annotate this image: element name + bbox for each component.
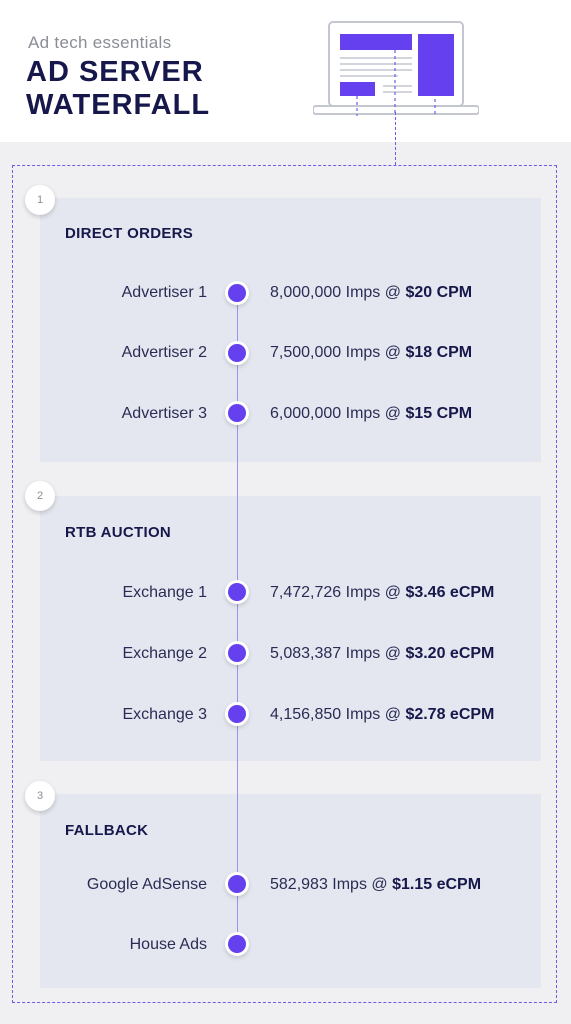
- row-label: House Ads: [129, 936, 207, 953]
- row-price: $18 CPM: [405, 344, 473, 361]
- timeline-dot: [228, 344, 246, 362]
- row-label: Google AdSense: [86, 876, 207, 893]
- laptop-icon: [313, 21, 479, 116]
- row-imps: 4,156,850 Imps @: [270, 706, 401, 723]
- row-imps: 7,500,000 Imps @: [270, 344, 401, 361]
- row-price: $15 CPM: [405, 405, 473, 422]
- row-label: Advertiser 1: [121, 284, 207, 301]
- timeline-dot: [228, 644, 246, 662]
- timeline-dot: [228, 705, 246, 723]
- row-price: $3.46 eCPM: [405, 584, 495, 601]
- section-rtb-auction: RTB AUCTION: [40, 496, 541, 761]
- row-value: 7,472,726 Imps @ $3.46 eCPM: [270, 584, 494, 602]
- row-label: Exchange 3: [122, 706, 207, 723]
- timeline-dot: [228, 583, 246, 601]
- title-line-1: AD SERVER: [26, 56, 204, 88]
- row-label: Advertiser 3: [121, 405, 207, 422]
- row-imps: 582,983 Imps @: [270, 876, 388, 893]
- row-price: $3.20 eCPM: [405, 645, 495, 662]
- row-value: 4,156,850 Imps @ $2.78 eCPM: [270, 706, 494, 724]
- section-fallback: FALLBACK: [40, 794, 541, 988]
- row-price: $20 CPM: [405, 284, 473, 301]
- row-value: 582,983 Imps @ $1.15 eCPM: [270, 876, 481, 894]
- section-direct-orders: DIRECT ORDERS: [40, 198, 541, 462]
- row-imps: 7,472,726 Imps @: [270, 584, 401, 601]
- section-title: RTB AUCTION: [65, 524, 172, 541]
- subtitle: Ad tech essentials: [28, 33, 172, 52]
- waterfall-frame: [12, 165, 557, 1003]
- page-title: AD SERVER WATERFALL: [26, 56, 210, 122]
- step-badge: 2: [25, 481, 55, 511]
- step-badge: 3: [25, 781, 55, 811]
- timeline-line: [237, 292, 238, 944]
- row-value: 8,000,000 Imps @ $20 CPM: [270, 284, 472, 302]
- row-price: $1.15 eCPM: [392, 876, 482, 893]
- row-imps: 6,000,000 Imps @: [270, 405, 401, 422]
- row-imps: 8,000,000 Imps @: [270, 284, 401, 301]
- section-title: DIRECT ORDERS: [65, 225, 194, 242]
- step-badge: 1: [25, 185, 55, 215]
- header: Ad tech essentials AD SERVER WATERFALL: [0, 0, 571, 142]
- timeline-dot: [228, 404, 246, 422]
- title-line-2: WATERFALL: [26, 89, 211, 121]
- timeline-dot: [228, 935, 246, 953]
- row-label: Exchange 1: [122, 584, 207, 601]
- timeline-dot: [228, 284, 246, 302]
- row-value: 5,083,387 Imps @ $3.20 eCPM: [270, 645, 494, 663]
- timeline-dot: [228, 875, 246, 893]
- row-value: 6,000,000 Imps @ $15 CPM: [270, 405, 472, 423]
- row-price: $2.78 eCPM: [405, 706, 495, 723]
- row-imps: 5,083,387 Imps @: [270, 645, 401, 662]
- section-title: FALLBACK: [65, 822, 149, 839]
- row-label: Advertiser 2: [121, 344, 207, 361]
- row-label: Exchange 2: [122, 645, 207, 662]
- connector-line: [395, 112, 396, 165]
- row-value: 7,500,000 Imps @ $18 CPM: [270, 344, 472, 362]
